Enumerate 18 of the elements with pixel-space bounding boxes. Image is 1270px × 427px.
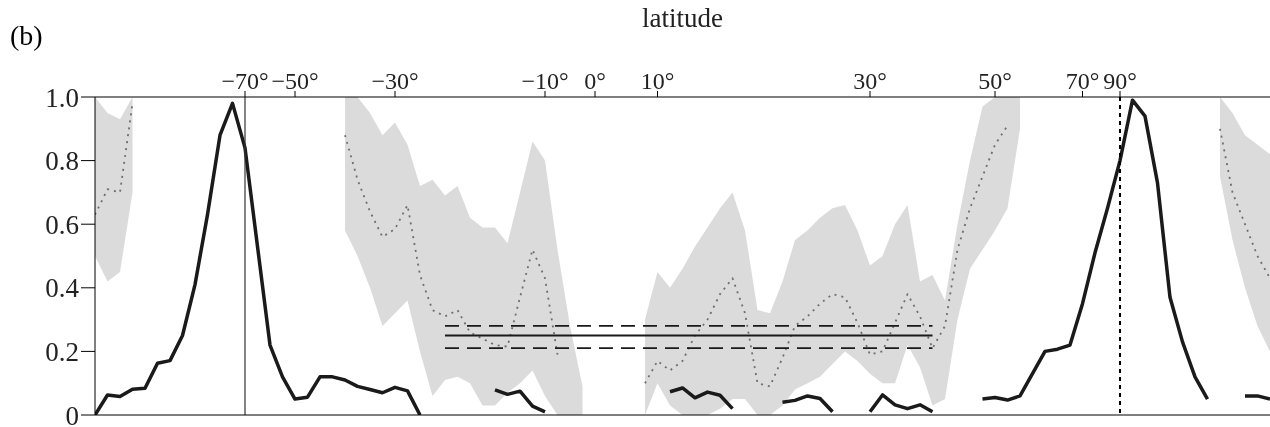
x-tick-label: 90°	[1103, 68, 1137, 94]
x-tick-label: −10°	[521, 68, 569, 94]
text: (b)	[10, 20, 43, 52]
x-tick-label: 70°	[1065, 68, 1100, 94]
x-tick-label: 50°	[978, 68, 1012, 94]
x-tick-label: 10°	[640, 68, 675, 94]
y-tick-label: 0.4	[45, 273, 80, 304]
x-tick-label: −50°	[271, 68, 319, 94]
y-tick-label: 0	[65, 400, 79, 427]
x-axis-title: latitude	[642, 3, 723, 34]
y-tick-label: 0.8	[45, 146, 79, 177]
x-tick-label: 0°	[584, 68, 606, 94]
y-tick-label: 0.2	[45, 336, 79, 367]
y-tick-label: 0.6	[45, 209, 79, 240]
x-tick-label: −70°	[221, 68, 269, 94]
y-tick-label: 1.0	[45, 82, 79, 113]
x-tick-label: 30°	[853, 68, 887, 94]
x-tick-label: −30°	[371, 68, 419, 94]
